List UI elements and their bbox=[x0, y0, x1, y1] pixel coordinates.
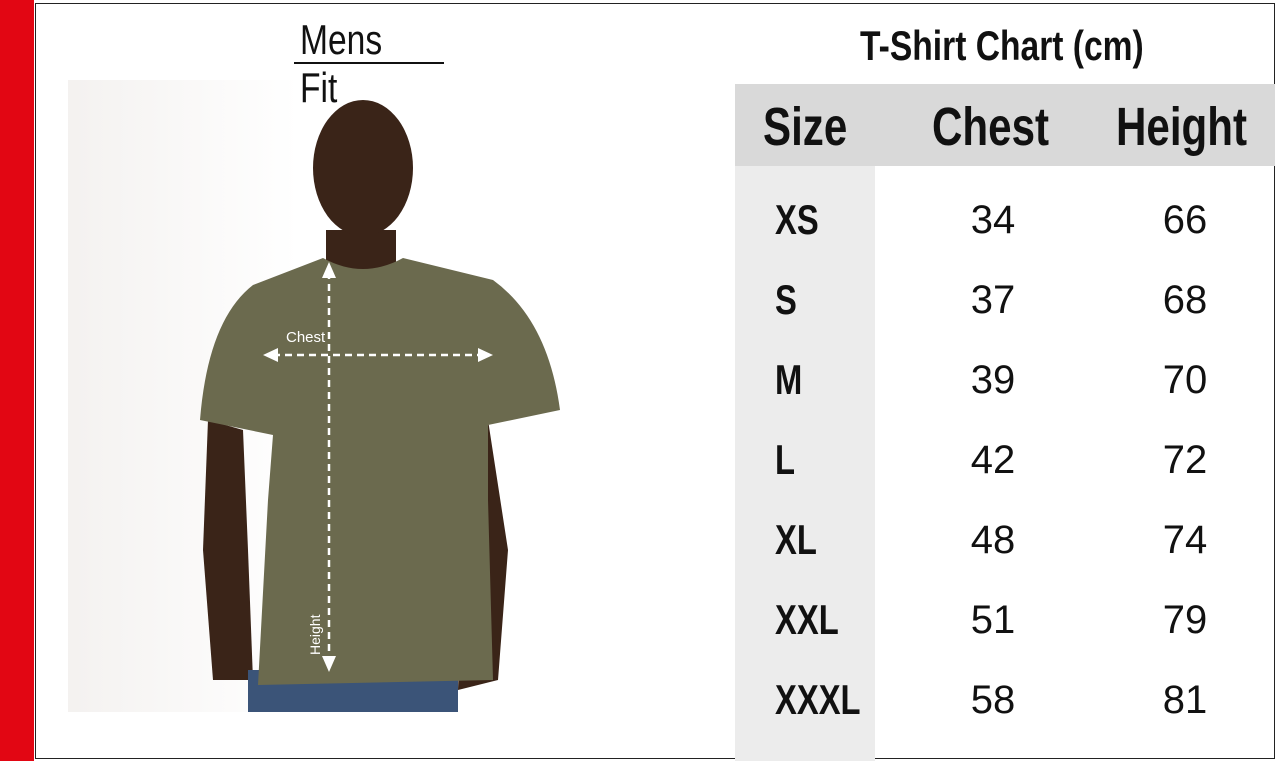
table-row: XXXL 58 81 bbox=[735, 658, 1275, 738]
chart-frame bbox=[35, 3, 1275, 759]
height-cell: 72 bbox=[1162, 438, 1208, 482]
chest-cell: 42 bbox=[970, 438, 1016, 482]
chest-cell: 58 bbox=[970, 678, 1016, 722]
header-size: Size bbox=[763, 97, 848, 157]
size-cell: M bbox=[775, 356, 803, 403]
accent-bar bbox=[0, 0, 34, 761]
header-height: Height bbox=[1116, 97, 1248, 157]
table-row: M 39 70 bbox=[735, 338, 1275, 418]
height-cell: 74 bbox=[1162, 518, 1208, 562]
size-cell: XXXL bbox=[775, 676, 861, 723]
header-chest: Chest bbox=[932, 97, 1050, 157]
table-header bbox=[735, 84, 1275, 166]
table-row: L 42 72 bbox=[735, 418, 1275, 498]
height-cell: 66 bbox=[1162, 198, 1208, 242]
chest-cell: 37 bbox=[970, 278, 1016, 322]
height-label: Height bbox=[307, 614, 323, 655]
table-row: XXL 51 79 bbox=[735, 578, 1275, 658]
size-cell: XL bbox=[775, 516, 817, 563]
height-cell: 79 bbox=[1162, 598, 1208, 642]
table-row: S 37 68 bbox=[735, 258, 1275, 338]
size-cell: L bbox=[775, 436, 796, 483]
mens-fit-title-text: Mens Fit bbox=[300, 16, 383, 111]
chest-label: Chest bbox=[286, 329, 326, 346]
model-photo: Chest Height bbox=[68, 80, 560, 712]
height-cell: 70 bbox=[1162, 358, 1208, 402]
chart-title: T-Shirt Chart (cm) bbox=[860, 22, 1144, 69]
size-cell: XXL bbox=[775, 596, 839, 643]
height-cell: 68 bbox=[1162, 278, 1208, 322]
size-column bbox=[735, 166, 875, 761]
size-cell: XS bbox=[775, 196, 819, 243]
size-cell: S bbox=[775, 276, 797, 323]
table-row: XL 48 74 bbox=[735, 498, 1275, 578]
table-row: XS 34 66 bbox=[735, 178, 1275, 258]
chest-cell: 48 bbox=[970, 518, 1016, 562]
chest-cell: 39 bbox=[970, 358, 1016, 402]
height-cell: 81 bbox=[1162, 678, 1208, 722]
chest-cell: 34 bbox=[970, 198, 1016, 242]
mens-fit-title: Mens Fit bbox=[294, 14, 444, 111]
chest-cell: 51 bbox=[970, 598, 1016, 642]
